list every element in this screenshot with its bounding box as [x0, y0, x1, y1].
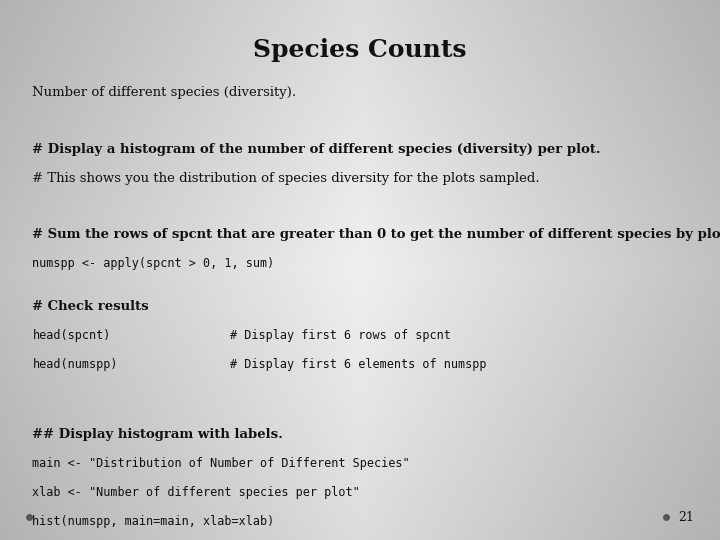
- Text: # This shows you the distribution of species diversity for the plots sampled.: # This shows you the distribution of spe…: [32, 172, 540, 185]
- Text: hist(numspp, main=main, xlab=xlab): hist(numspp, main=main, xlab=xlab): [32, 515, 274, 528]
- Text: # Display first 6 rows of spcnt: # Display first 6 rows of spcnt: [230, 329, 451, 342]
- Text: 21: 21: [678, 511, 694, 524]
- Text: Species Counts: Species Counts: [253, 38, 467, 62]
- Text: Number of different species (diversity).: Number of different species (diversity).: [32, 86, 297, 99]
- Text: ## Display histogram with labels.: ## Display histogram with labels.: [32, 428, 283, 441]
- Text: xlab <- "Number of different species per plot": xlab <- "Number of different species per…: [32, 486, 360, 499]
- Text: # Display first 6 elements of numspp: # Display first 6 elements of numspp: [230, 358, 487, 371]
- Text: head(spcnt): head(spcnt): [32, 329, 111, 342]
- Text: # Display a histogram of the number of different species (diversity) per plot.: # Display a histogram of the number of d…: [32, 143, 601, 156]
- Text: head(numspp): head(numspp): [32, 358, 118, 371]
- Text: # Check results: # Check results: [32, 300, 149, 313]
- Text: # Sum the rows of spcnt that are greater than 0 to get the number of different s: # Sum the rows of spcnt that are greater…: [32, 228, 720, 241]
- Text: main <- "Distribution of Number of Different Species": main <- "Distribution of Number of Diffe…: [32, 457, 410, 470]
- Text: numspp <- apply(spcnt > 0, 1, sum): numspp <- apply(spcnt > 0, 1, sum): [32, 257, 274, 270]
